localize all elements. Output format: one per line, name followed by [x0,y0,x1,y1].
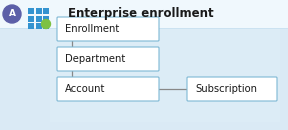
Text: Subscription: Subscription [195,84,257,94]
Bar [43,23,49,29]
Text: Department: Department [65,54,125,64]
Circle shape [3,5,21,23]
Bar [0,0,288,28]
Text: Enterprise enrollment: Enterprise enrollment [68,8,214,21]
Bar [28,15,34,21]
Bar [28,8,34,14]
Bar [35,23,41,29]
Text: Account: Account [65,84,105,94]
Bar [35,15,41,21]
Bar [28,23,34,29]
Bar [43,8,49,14]
FancyBboxPatch shape [57,17,159,41]
FancyBboxPatch shape [57,77,159,101]
Bar [43,15,49,21]
FancyBboxPatch shape [187,77,277,101]
FancyBboxPatch shape [57,47,159,71]
Circle shape [41,20,50,28]
Text: Enrollment: Enrollment [65,24,119,34]
Bar [35,8,41,14]
Bar [50,28,280,122]
Text: A: A [9,9,16,18]
